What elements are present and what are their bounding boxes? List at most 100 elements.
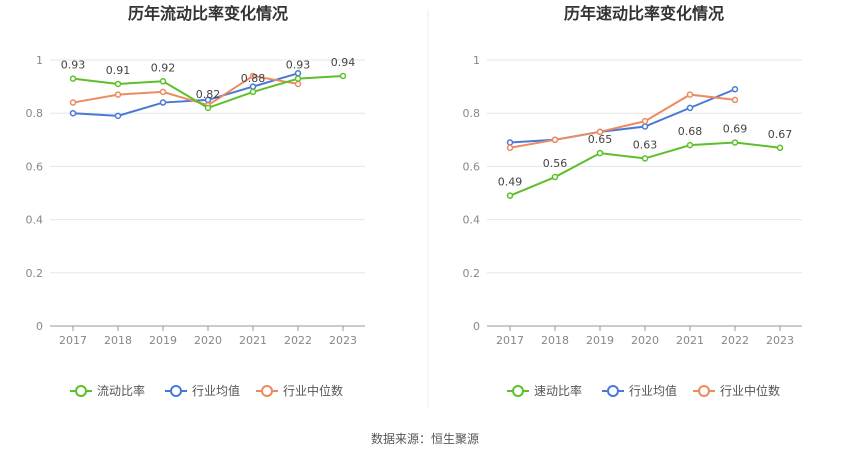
legend-item[interactable]: 流动比率 (70, 383, 145, 398)
x-tick-label: 2019 (586, 334, 614, 347)
x-tick-label: 2017 (496, 334, 524, 347)
legend-label: 行业中位数 (720, 383, 780, 398)
data-label: 0.63 (633, 138, 658, 151)
data-point[interactable] (506, 192, 514, 199)
y-tick-label: 0.8 (26, 107, 44, 120)
legend-item[interactable]: 行业中位数 (693, 383, 780, 398)
series-group (69, 70, 347, 120)
data-point[interactable] (69, 109, 77, 117)
data-point[interactable] (506, 144, 514, 152)
data-label: 0.93 (286, 59, 311, 72)
quick-ratio-chart: 历年速动比率变化情况 0 0.2 0.4 0.6 0.8 1 2017 2018 2019 202… (463, 4, 802, 398)
y-tick-label: 0.4 (26, 214, 44, 227)
data-point[interactable] (731, 139, 739, 146)
legend[interactable]: 速动比率 行业均值 行业中位数 (507, 383, 780, 398)
data-point[interactable] (731, 86, 739, 93)
y-tick-label: 0.6 (26, 160, 44, 173)
axes: 0 0.2 0.4 0.6 0.8 1 2017 2018 2019 2020 2021 2022 20… (463, 54, 802, 347)
data-label: 0.91 (106, 64, 131, 77)
data-point[interactable] (551, 136, 559, 144)
data-point[interactable] (506, 139, 514, 146)
legend-marker (698, 385, 710, 397)
x-tick-label: 2021 (676, 334, 704, 347)
x-tick-label: 2019 (149, 334, 177, 347)
grid (487, 59, 802, 274)
data-label: 0.68 (678, 125, 703, 138)
y-tick-label: 0.2 (26, 267, 44, 280)
data-label: 0.82 (196, 88, 221, 101)
data-point[interactable] (596, 128, 604, 136)
axes: 0 0.2 0.4 0.6 0.8 1 2017 2018 2019 2020 2021 2022 20… (26, 54, 365, 347)
y-tick-label: 1 (36, 54, 43, 67)
x-tick-label: 2020 (631, 334, 659, 347)
legend-marker (170, 385, 182, 397)
x-tick-label: 2018 (541, 334, 569, 347)
data-point[interactable] (69, 99, 77, 106)
data-point[interactable] (159, 78, 167, 85)
legend-item[interactable]: 行业中位数 (256, 383, 343, 398)
data-point[interactable] (641, 117, 649, 125)
data-point[interactable] (686, 91, 694, 98)
data-label: 0.65 (588, 133, 613, 146)
grid (50, 59, 365, 274)
y-tick-label: 0.2 (463, 267, 481, 280)
y-tick-label: 0 (36, 320, 43, 333)
data-label: 0.94 (331, 56, 356, 69)
legend[interactable]: 流动比率 行业均值 行业中位数 (70, 383, 343, 398)
legend-marker (607, 385, 619, 397)
data-point[interactable] (114, 112, 122, 120)
legend-label: 行业均值 (192, 383, 240, 398)
data-point[interactable] (114, 91, 122, 98)
data-point[interactable] (641, 123, 649, 130)
x-tick-label: 2023 (329, 334, 357, 347)
y-tick-label: 0 (473, 320, 480, 333)
legend-label: 行业中位数 (283, 383, 343, 398)
current-ratio-chart: 历年流动比率变化情况 0 0.2 0.4 0.6 0.8 1 2017 2018 2019 202… (26, 4, 365, 398)
y-tick-label: 0.4 (463, 214, 481, 227)
data-label: 0.93 (61, 59, 86, 72)
x-tick-label: 2022 (721, 334, 749, 347)
data-label: 0.88 (241, 72, 266, 85)
data-point[interactable] (776, 144, 784, 152)
data-label: 0.92 (151, 61, 176, 74)
data-label: 0.69 (723, 122, 748, 135)
data-point[interactable] (159, 88, 167, 96)
data-point[interactable] (159, 99, 167, 106)
y-tick-label: 1 (473, 54, 480, 67)
data-point[interactable] (294, 80, 302, 88)
x-tick-label: 2021 (239, 334, 267, 347)
legend-item[interactable]: 行业均值 (165, 383, 240, 398)
data-point[interactable] (114, 80, 122, 88)
legend-marker (261, 385, 273, 397)
data-point[interactable] (339, 72, 347, 80)
series-line (509, 93, 736, 149)
data-point[interactable] (596, 149, 604, 157)
data-point[interactable] (294, 75, 302, 82)
data-point[interactable] (551, 173, 559, 181)
data-point[interactable] (731, 96, 739, 104)
legend-marker (75, 385, 87, 397)
x-tick-label: 2023 (766, 334, 794, 347)
x-tick-label: 2020 (194, 334, 222, 347)
y-tick-label: 0.6 (463, 160, 481, 173)
series-line (72, 72, 299, 117)
x-tick-label: 2018 (104, 334, 132, 347)
legend-item[interactable]: 速动比率 (507, 383, 582, 398)
data-point[interactable] (249, 72, 257, 80)
legend-item[interactable]: 行业均值 (602, 383, 677, 398)
legend-label: 行业均值 (629, 383, 677, 398)
data-labels: 0.93 0.91 0.92 0.82 0.88 0.93 0.94 (61, 56, 356, 101)
data-point[interactable] (249, 88, 257, 96)
data-point[interactable] (641, 155, 649, 162)
series-group (506, 86, 784, 199)
data-point[interactable] (686, 104, 694, 112)
data-labels: 0.49 0.56 0.65 0.63 0.68 0.69 0.67 (498, 122, 793, 188)
legend-marker (512, 385, 524, 397)
data-point[interactable] (69, 75, 77, 82)
data-source-note: 数据来源：恒生聚源 (371, 431, 479, 446)
x-tick-label: 2017 (59, 334, 87, 347)
legend-label: 速动比率 (534, 383, 582, 398)
data-point[interactable] (686, 141, 694, 149)
chart-title: 历年流动比率变化情况 (128, 4, 288, 23)
data-point[interactable] (204, 104, 212, 112)
